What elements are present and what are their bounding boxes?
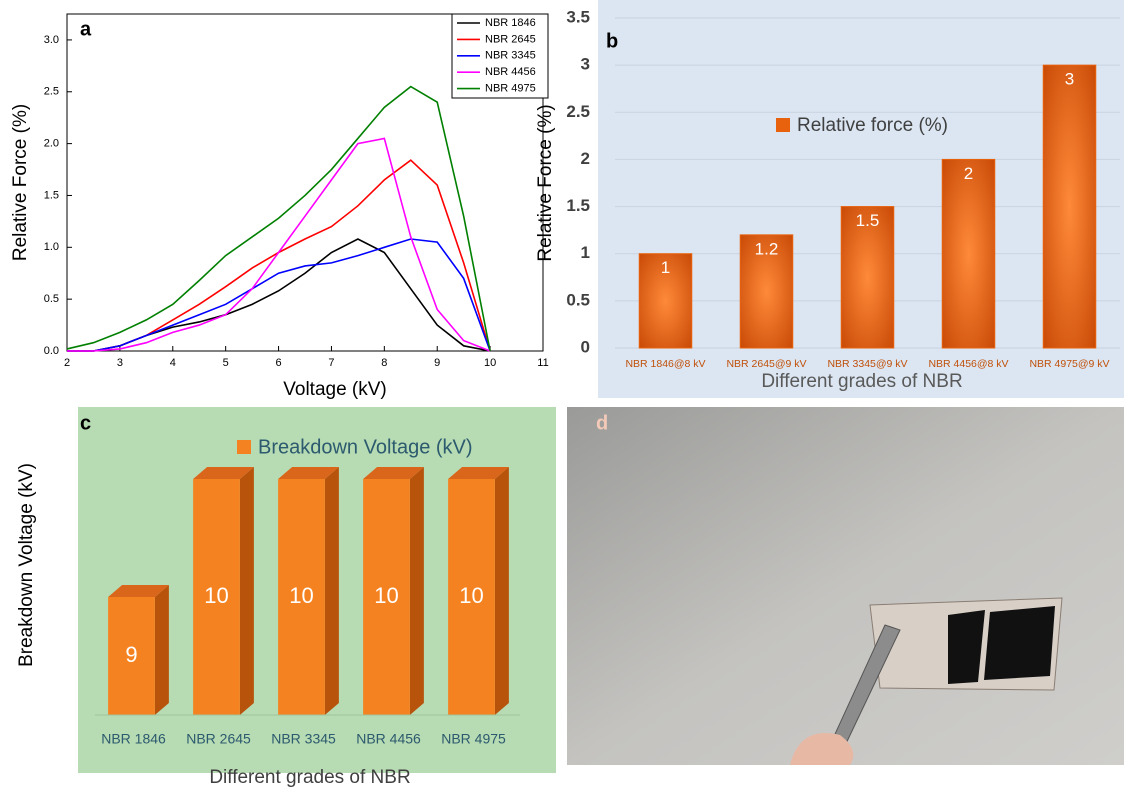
- y-tick-label: 0.5: [44, 293, 59, 305]
- panel-label: a: [80, 18, 92, 40]
- legend-label: Relative force (%): [797, 115, 948, 136]
- bar-side: [155, 585, 169, 715]
- x-tick-label: NBR 4456: [356, 731, 421, 747]
- x-tick-label: 8: [381, 357, 387, 369]
- data-label: 1: [661, 258, 670, 277]
- y-axis-label: Relative Force (%): [10, 104, 31, 261]
- x-tick-label: NBR 4456@8 kV: [928, 358, 1008, 370]
- y-tick-label: 0: [581, 337, 590, 356]
- x-tick-label: NBR 1846: [101, 731, 166, 747]
- panel-label: b: [606, 30, 618, 52]
- series-line: [67, 138, 490, 351]
- data-label: 10: [289, 583, 313, 608]
- legend-label: Breakdown Voltage (kV): [258, 436, 473, 458]
- legend-swatch: [776, 118, 790, 132]
- legend-label: NBR 4975: [485, 83, 536, 95]
- data-label: 10: [374, 583, 398, 608]
- data-label: 10: [204, 583, 228, 608]
- x-tick-label: NBR 2645: [186, 731, 251, 747]
- data-label: 9: [125, 642, 137, 667]
- y-tick-label: 3: [581, 55, 590, 74]
- x-tick-label: NBR 2645@9 kV: [726, 358, 806, 370]
- legend-label: NBR 1846: [485, 17, 536, 29]
- y-tick-label: 1.0: [44, 241, 59, 253]
- y-tick-label: 0.0: [44, 345, 59, 357]
- y-tick-label: 3.5: [566, 7, 590, 26]
- series-line: [67, 239, 490, 351]
- series-line: [67, 239, 490, 351]
- x-tick-label: NBR 1846@8 kV: [625, 358, 705, 370]
- legend-label: NBR 3345: [485, 50, 536, 62]
- y-tick-label: 2.5: [44, 86, 59, 98]
- legend-label: NBR 2645: [485, 33, 536, 45]
- x-axis-label: Different grades of NBR: [209, 767, 410, 787]
- y-axis-label: Relative Force (%): [535, 104, 556, 261]
- x-tick-label: 6: [275, 357, 281, 369]
- y-tick-label: 0.5: [566, 290, 590, 309]
- x-tick-label: NBR 3345@9 kV: [827, 358, 907, 370]
- y-tick-label: 2.0: [44, 138, 59, 150]
- x-axis-label: Voltage (kV): [283, 379, 387, 400]
- y-axis-label: Breakdown Voltage (kV): [16, 463, 37, 667]
- x-tick-label: 10: [484, 357, 496, 369]
- bar-side: [325, 467, 339, 715]
- x-tick-label: 3: [117, 357, 123, 369]
- bar: [1043, 65, 1096, 348]
- x-tick-label: NBR 4975@9 kV: [1029, 358, 1109, 370]
- panel-label: d: [596, 412, 608, 434]
- y-tick-label: 1.5: [44, 189, 59, 201]
- x-tick-label: 2: [64, 357, 70, 369]
- bar-side: [240, 467, 254, 715]
- legend-swatch: [237, 440, 251, 454]
- x-tick-label: 5: [223, 357, 229, 369]
- photo-panel: d: [567, 407, 1124, 765]
- y-tick-label: 2: [581, 149, 590, 168]
- data-label: 10: [459, 583, 483, 608]
- sample-electrode: [948, 606, 1055, 684]
- x-tick-label: 4: [170, 357, 176, 369]
- x-tick-label: NBR 4975: [441, 731, 506, 747]
- bar-side: [410, 467, 424, 715]
- x-tick-label: 11: [537, 357, 548, 369]
- data-label: 3: [1065, 70, 1074, 89]
- y-tick-label: 1: [581, 243, 590, 262]
- x-tick-label: 7: [328, 357, 334, 369]
- series-line: [67, 160, 490, 351]
- y-tick-label: 2.5: [566, 102, 590, 121]
- bar-side: [495, 467, 509, 715]
- data-label: 2: [964, 164, 973, 183]
- data-label: 1.5: [856, 211, 880, 230]
- x-tick-label: NBR 3345: [271, 731, 336, 747]
- bar: [942, 159, 995, 348]
- y-tick-label: 3.0: [44, 34, 59, 46]
- x-axis-label: Different grades of NBR: [761, 371, 962, 392]
- legend-label: NBR 4456: [485, 66, 536, 78]
- data-label: 1.2: [755, 239, 779, 258]
- y-tick-label: 1.5: [566, 196, 590, 215]
- panel-label: c: [80, 412, 91, 434]
- x-tick-label: 9: [434, 357, 440, 369]
- figure: 2345678910110.00.51.01.52.02.53.0Voltage…: [0, 0, 1124, 787]
